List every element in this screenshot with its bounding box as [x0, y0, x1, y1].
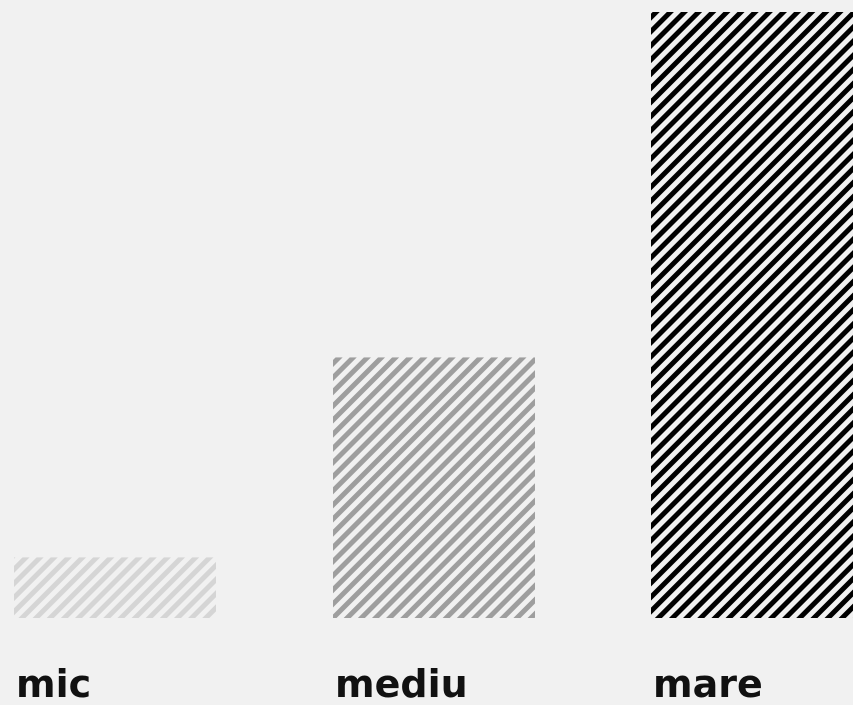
- category-label-mic: mic: [16, 662, 91, 705]
- bar-mare: [651, 12, 853, 618]
- category-label-mediu: mediu: [335, 662, 468, 705]
- category-labels-group: mic mediu mare: [16, 662, 763, 705]
- bars-group: [14, 12, 853, 618]
- bar-mediu: [333, 357, 535, 618]
- bar-mic: [14, 557, 216, 618]
- category-label-mare: mare: [653, 662, 763, 705]
